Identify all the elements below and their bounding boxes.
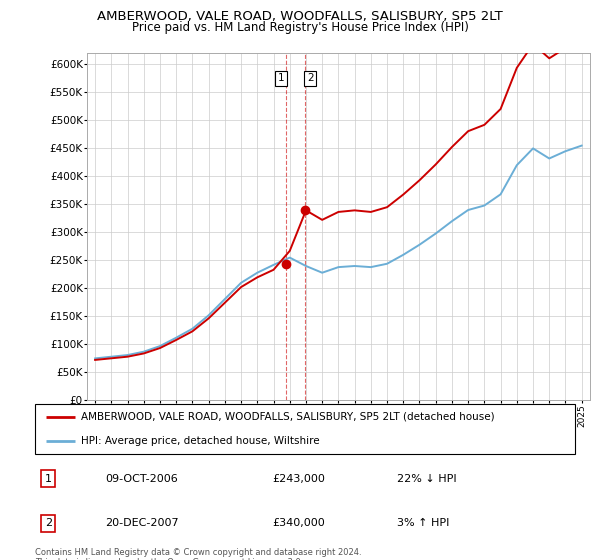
Text: 3% ↑ HPI: 3% ↑ HPI xyxy=(397,519,449,528)
Text: AMBERWOOD, VALE ROAD, WOODFALLS, SALISBURY, SP5 2LT: AMBERWOOD, VALE ROAD, WOODFALLS, SALISBU… xyxy=(97,10,503,23)
Text: 2: 2 xyxy=(45,519,52,528)
Text: 09-OCT-2006: 09-OCT-2006 xyxy=(105,474,178,484)
Text: 20-DEC-2007: 20-DEC-2007 xyxy=(105,519,179,528)
Text: £340,000: £340,000 xyxy=(272,519,325,528)
Text: 1: 1 xyxy=(278,73,284,83)
Text: Price paid vs. HM Land Registry's House Price Index (HPI): Price paid vs. HM Land Registry's House … xyxy=(131,21,469,34)
Text: £243,000: £243,000 xyxy=(272,474,325,484)
Text: 1: 1 xyxy=(45,474,52,484)
Text: 22% ↓ HPI: 22% ↓ HPI xyxy=(397,474,456,484)
Text: HPI: Average price, detached house, Wiltshire: HPI: Average price, detached house, Wilt… xyxy=(81,436,319,446)
Text: 2: 2 xyxy=(307,73,314,83)
Text: Contains HM Land Registry data © Crown copyright and database right 2024.
This d: Contains HM Land Registry data © Crown c… xyxy=(35,548,361,560)
Text: AMBERWOOD, VALE ROAD, WOODFALLS, SALISBURY, SP5 2LT (detached house): AMBERWOOD, VALE ROAD, WOODFALLS, SALISBU… xyxy=(81,412,494,422)
